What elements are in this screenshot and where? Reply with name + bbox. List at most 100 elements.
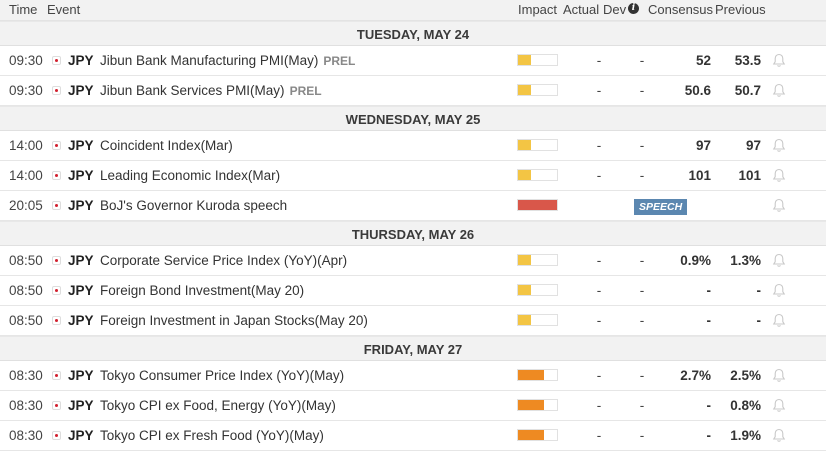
impact-fill xyxy=(518,400,544,410)
event-name[interactable]: Foreign Investment in Japan Stocks(May 2… xyxy=(100,306,368,335)
event-time: 14:00 xyxy=(9,168,43,183)
event-consensus: - xyxy=(706,313,712,328)
event-currency: JPY xyxy=(68,283,94,298)
event-name-text[interactable]: Tokyo CPI ex Food, Energy (YoY)(May) xyxy=(100,398,336,413)
event-actual: - xyxy=(596,398,602,413)
bell-icon[interactable] xyxy=(772,283,788,299)
header-previous[interactable]: Previous xyxy=(715,2,766,17)
japan-flag-icon xyxy=(52,371,61,380)
bell-icon[interactable] xyxy=(772,198,788,214)
event-name-text[interactable]: BoJ's Governor Kuroda speech xyxy=(100,198,288,213)
day-header: TUESDAY, MAY 24 xyxy=(0,21,826,46)
event-name[interactable]: Jibun Bank Services PMI(May) PREL xyxy=(100,76,322,106)
japan-flag-icon xyxy=(52,171,61,180)
event-row[interactable]: 09:30 JPY Jibun Bank Manufacturing PMI(May… xyxy=(0,46,826,76)
day-header: THURSDAY, MAY 26 xyxy=(0,221,826,246)
bell-icon[interactable] xyxy=(772,398,788,414)
japan-flag-icon xyxy=(52,201,61,210)
event-row[interactable]: 08:30 JPY Tokyo CPI ex Food, Energy (YoY)(… xyxy=(0,391,826,421)
japan-flag-icon xyxy=(52,141,61,150)
header-time[interactable]: Time xyxy=(9,2,38,17)
event-row[interactable]: 20:05 JPY BoJ's Governor Kuroda speech SPEE… xyxy=(0,191,826,221)
event-row[interactable]: 08:50 JPY Foreign Investment in Japan Stoc… xyxy=(0,306,826,336)
impact-fill xyxy=(518,285,531,295)
event-deviation: - xyxy=(639,313,645,328)
event-row[interactable]: 08:50 JPY Foreign Bond Investment(May 20) -… xyxy=(0,276,826,306)
event-actual: - xyxy=(596,138,602,153)
event-consensus: 101 xyxy=(688,168,711,183)
event-time: 08:30 xyxy=(9,368,43,383)
event-name[interactable]: Foreign Bond Investment(May 20) xyxy=(100,276,304,305)
header-consensus[interactable]: Consensus xyxy=(648,2,714,17)
bell-icon[interactable] xyxy=(772,53,788,69)
event-actual: - xyxy=(596,313,602,328)
event-previous: 97 xyxy=(745,138,761,153)
event-row[interactable]: 08:30 JPY Tokyo CPI ex Fresh Food (YoY)(Ma… xyxy=(0,421,826,451)
event-consensus: 2.7% xyxy=(680,368,711,383)
event-name[interactable]: Corporate Service Price Index (YoY)(Apr) xyxy=(100,246,347,275)
event-row[interactable]: 09:30 JPY Jibun Bank Services PMI(May) PREL… xyxy=(0,76,826,106)
event-actual: - xyxy=(596,253,602,268)
event-name-text[interactable]: Leading Economic Index(Mar) xyxy=(100,168,281,183)
speech-badge: SPEECH xyxy=(634,199,688,215)
event-consensus: 52 xyxy=(695,53,711,68)
bell-icon[interactable] xyxy=(772,313,788,329)
event-name[interactable]: Tokyo CPI ex Fresh Food (YoY)(May) xyxy=(100,421,324,450)
event-time: 14:00 xyxy=(9,138,43,153)
event-tag: PREL xyxy=(323,54,356,68)
japan-flag-icon xyxy=(52,256,61,265)
event-row[interactable]: 14:00 JPY Leading Economic Index(Mar) - - 101… xyxy=(0,161,826,191)
event-previous: 53.5 xyxy=(734,53,761,68)
header-event[interactable]: Event xyxy=(47,2,81,17)
event-name[interactable]: Coincident Index(Mar) xyxy=(100,131,233,160)
event-name[interactable]: Tokyo Consumer Price Index (YoY)(May) xyxy=(100,361,344,390)
header-impact[interactable]: Impact xyxy=(518,2,558,17)
event-name[interactable]: Tokyo CPI ex Food, Energy (YoY)(May) xyxy=(100,391,336,420)
bell-icon[interactable] xyxy=(772,138,788,154)
event-row[interactable]: 14:00 JPY Coincident Index(Mar) - - 97 97 xyxy=(0,131,826,161)
event-deviation: - xyxy=(639,428,645,443)
impact-fill xyxy=(518,200,557,210)
event-previous: 50.7 xyxy=(734,83,761,98)
event-name-text[interactable]: Corporate Service Price Index (YoY)(Apr) xyxy=(100,253,348,268)
bell-icon[interactable] xyxy=(772,368,788,384)
event-previous: 2.5% xyxy=(730,368,761,383)
event-name-text[interactable]: Tokyo CPI ex Fresh Food (YoY)(May) xyxy=(100,428,324,443)
event-name-text[interactable]: Tokyo Consumer Price Index (YoY)(May) xyxy=(100,368,345,383)
header-actual[interactable]: Actual xyxy=(563,2,600,17)
bell-icon[interactable] xyxy=(772,253,788,269)
event-currency: JPY xyxy=(68,428,94,443)
impact-bar xyxy=(517,139,558,151)
event-actual: - xyxy=(596,428,602,443)
impact-bar xyxy=(517,199,558,211)
event-deviation: - xyxy=(639,138,645,153)
event-time: 08:30 xyxy=(9,428,43,443)
event-name[interactable]: Jibun Bank Manufacturing PMI(May) PREL xyxy=(100,46,355,76)
bell-icon[interactable] xyxy=(772,428,788,444)
event-name-text[interactable]: Foreign Bond Investment(May 20) xyxy=(100,283,305,298)
event-name-text[interactable]: Jibun Bank Services PMI(May) xyxy=(100,83,285,98)
impact-fill xyxy=(518,85,531,95)
impact-fill xyxy=(518,140,531,150)
impact-bar xyxy=(517,429,558,441)
event-name[interactable]: Leading Economic Index(Mar) xyxy=(100,161,280,190)
impact-bar xyxy=(517,369,558,381)
bell-icon[interactable] xyxy=(772,83,788,99)
event-consensus: 0.9% xyxy=(680,253,711,268)
event-name-text[interactable]: Jibun Bank Manufacturing PMI(May) xyxy=(100,53,319,68)
header-dev[interactable]: Dev xyxy=(603,2,627,17)
event-currency: JPY xyxy=(68,83,94,98)
info-icon[interactable]: i xyxy=(628,3,639,14)
event-previous: - xyxy=(756,283,762,298)
event-currency: JPY xyxy=(68,313,94,328)
bell-icon[interactable] xyxy=(772,168,788,184)
event-row[interactable]: 08:30 JPY Tokyo Consumer Price Index (YoY)… xyxy=(0,361,826,391)
event-row[interactable]: 08:50 JPY Corporate Service Price Index (Y… xyxy=(0,246,826,276)
event-name-text[interactable]: Coincident Index(Mar) xyxy=(100,138,233,153)
impact-bar xyxy=(517,84,558,96)
event-deviation: - xyxy=(639,398,645,413)
event-deviation: - xyxy=(639,53,645,68)
event-name-text[interactable]: Foreign Investment in Japan Stocks(May 2… xyxy=(100,313,368,328)
impact-fill xyxy=(518,370,544,380)
event-name[interactable]: BoJ's Governor Kuroda speech xyxy=(100,191,287,220)
